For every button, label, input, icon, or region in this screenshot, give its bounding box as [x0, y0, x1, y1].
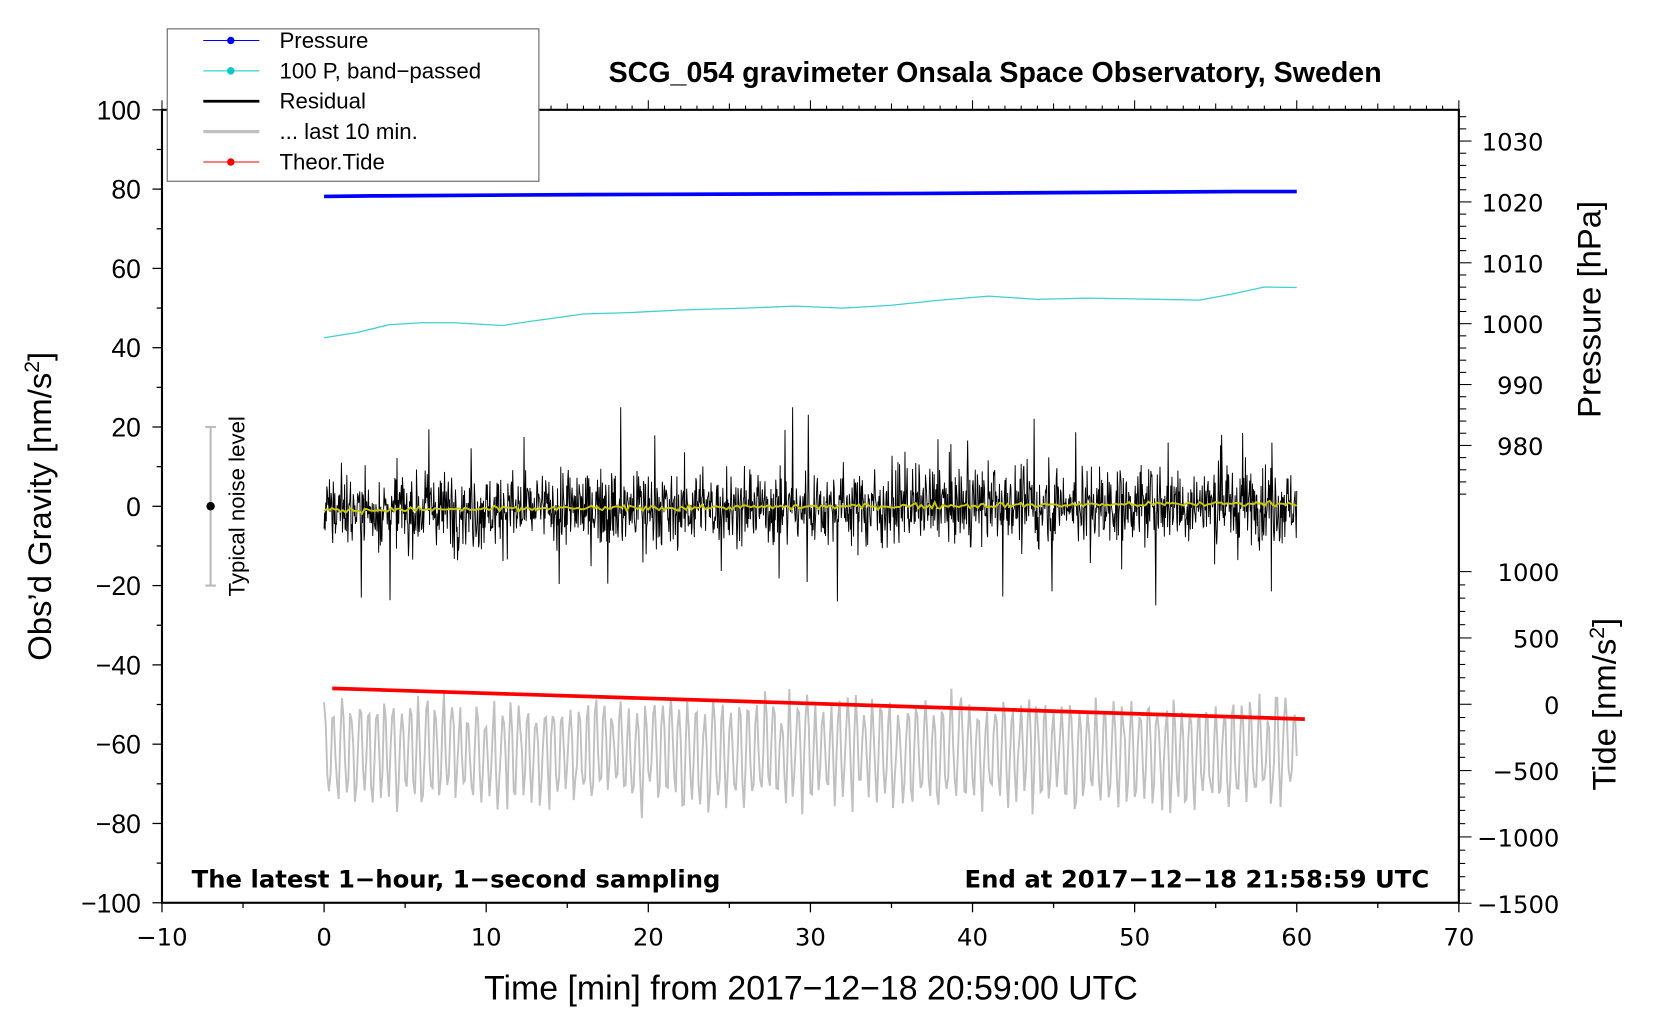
series-last-10-min: [323, 688, 1298, 819]
annotation-end-time: End at 2017−12−18 21:58:59 UTC: [965, 864, 1430, 893]
x-tick-label: 30: [795, 923, 826, 952]
pressure-tick-label: 1000: [1482, 310, 1544, 339]
legend-marker: [227, 67, 235, 75]
y-axis-label-sup: 2: [21, 361, 44, 373]
noise-level-label: Typical noise level: [225, 416, 250, 596]
pressure-tick-label: 1030: [1482, 128, 1544, 157]
x-tick-label: 70: [1443, 923, 1474, 952]
tide-tick-label: −1500: [1477, 890, 1559, 919]
tide-tick-label: 1000: [1498, 558, 1560, 587]
pressure-tick-label: 1020: [1482, 188, 1544, 217]
legend-label: ... last 10 min.: [279, 119, 417, 144]
legend-item: 100 P, band−passed: [203, 58, 481, 83]
legend-label: Residual: [279, 89, 365, 114]
pressure-axis-label: Pressure [hPa]: [1571, 201, 1608, 418]
y-tick-label: −80: [96, 809, 141, 839]
y-axis-label: Obs’d Gravity [nm/s2]: [21, 352, 58, 661]
y-axis-label-main: Obs’d Gravity [nm/s: [21, 373, 58, 661]
annotation-sampling: The latest 1−hour, 1−second sampling: [192, 864, 721, 893]
x-axis-label: Time [min] from 2017−12−18 20:59:00 UTC: [484, 970, 1138, 1008]
y-tick-label: 60: [111, 254, 140, 284]
legend-label: Pressure: [279, 28, 368, 53]
legend-label: 100 P, band−passed: [279, 58, 481, 83]
series-residual-smoothed: [323, 499, 1298, 516]
tick-labels: −10 0 10 20 30 40 50 60 70100806040200−20−40−60−…: [81, 95, 1559, 951]
noise-bar-center-dot: [206, 502, 215, 511]
legend: Pressure 100 P, band−passed Residual ... la…: [166, 28, 540, 182]
y-tick-label: 20: [111, 413, 140, 443]
tide-tick-label: −500: [1493, 757, 1560, 786]
legend-item: Theor.Tide: [203, 149, 385, 174]
plot-series: [323, 189, 1305, 819]
x-tick-label: 40: [957, 923, 988, 952]
tide-axis-label-sup: 2: [1586, 627, 1609, 639]
tide-axis-label-end: ]: [1586, 618, 1623, 627]
y-tick-label: 80: [111, 175, 140, 205]
pressure-tick-label: 990: [1497, 371, 1543, 400]
x-tick-label: 60: [1281, 923, 1312, 952]
x-tick-label: 0: [316, 923, 331, 952]
legend-box: [166, 28, 540, 182]
y-tick-label: −40: [96, 650, 141, 680]
legend-label: Theor.Tide: [279, 149, 384, 174]
x-tick-label: −10: [136, 923, 187, 952]
y-tick-label: 100: [97, 95, 141, 125]
y-tick-label: −20: [96, 571, 141, 601]
y-tick-label: 40: [111, 333, 140, 363]
legend-marker: [227, 36, 235, 45]
y-tick-label: 0: [126, 492, 141, 522]
pressure-tick-label: 1010: [1482, 249, 1544, 278]
tide-tick-label: 500: [1513, 624, 1559, 653]
pressure-tick-label: 980: [1497, 432, 1543, 461]
legend-item: Residual: [203, 89, 366, 114]
legend-items: Pressure 100 P, band−passed Residual ... la…: [203, 28, 481, 174]
axis-ticks: [152, 100, 1472, 913]
y-axis-label-end: ]: [21, 352, 58, 361]
series-pressure: [324, 189, 1297, 199]
x-tick-label: 20: [633, 923, 664, 952]
tide-axis-label: Tide [nm/s2]: [1586, 618, 1623, 791]
series-theoretical-tide: [332, 686, 1305, 721]
chart-title: SCG_054 gravimeter Onsala Space Observat…: [609, 57, 1382, 89]
noise-level-bar: [205, 425, 216, 587]
tide-axis-label-main: Tide [nm/s: [1586, 639, 1623, 791]
legend-item: ... last 10 min.: [203, 119, 418, 144]
x-tick-label: 10: [471, 923, 502, 952]
tide-tick-label: 0: [1544, 691, 1559, 720]
tide-tick-label: −1000: [1477, 823, 1559, 852]
series-band-passed-pressure: [323, 286, 1297, 339]
y-tick-label: −100: [81, 888, 141, 918]
x-tick-label: 50: [1119, 923, 1150, 952]
legend-marker: [227, 158, 235, 166]
legend-item: Pressure: [203, 28, 368, 53]
y-tick-label: −60: [96, 730, 141, 760]
